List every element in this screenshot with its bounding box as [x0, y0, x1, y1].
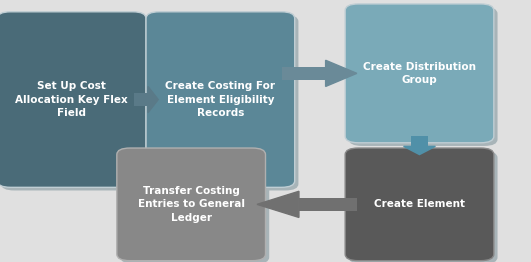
Text: Transfer Costing
Entries to General
Ledger: Transfer Costing Entries to General Ledg…	[138, 186, 245, 222]
FancyBboxPatch shape	[411, 136, 429, 146]
FancyBboxPatch shape	[121, 151, 269, 262]
Polygon shape	[257, 191, 299, 217]
FancyBboxPatch shape	[134, 93, 148, 106]
Text: Set Up Cost
Allocation Key Flex
Field: Set Up Cost Allocation Key Flex Field	[15, 81, 128, 118]
FancyBboxPatch shape	[0, 12, 146, 187]
FancyBboxPatch shape	[345, 148, 494, 261]
FancyBboxPatch shape	[299, 198, 357, 211]
FancyBboxPatch shape	[117, 148, 266, 261]
FancyBboxPatch shape	[345, 4, 494, 143]
Text: Create Distribution
Group: Create Distribution Group	[363, 62, 476, 85]
FancyBboxPatch shape	[1, 15, 150, 190]
FancyBboxPatch shape	[150, 15, 298, 190]
FancyBboxPatch shape	[349, 151, 498, 262]
Polygon shape	[148, 86, 158, 113]
Polygon shape	[326, 60, 357, 86]
Polygon shape	[404, 146, 435, 155]
Text: Create Element: Create Element	[374, 199, 465, 209]
FancyBboxPatch shape	[282, 67, 326, 80]
FancyBboxPatch shape	[146, 12, 295, 187]
FancyBboxPatch shape	[349, 7, 498, 146]
Text: Create Costing For
Element Eligibility
Records: Create Costing For Element Eligibility R…	[165, 81, 276, 118]
